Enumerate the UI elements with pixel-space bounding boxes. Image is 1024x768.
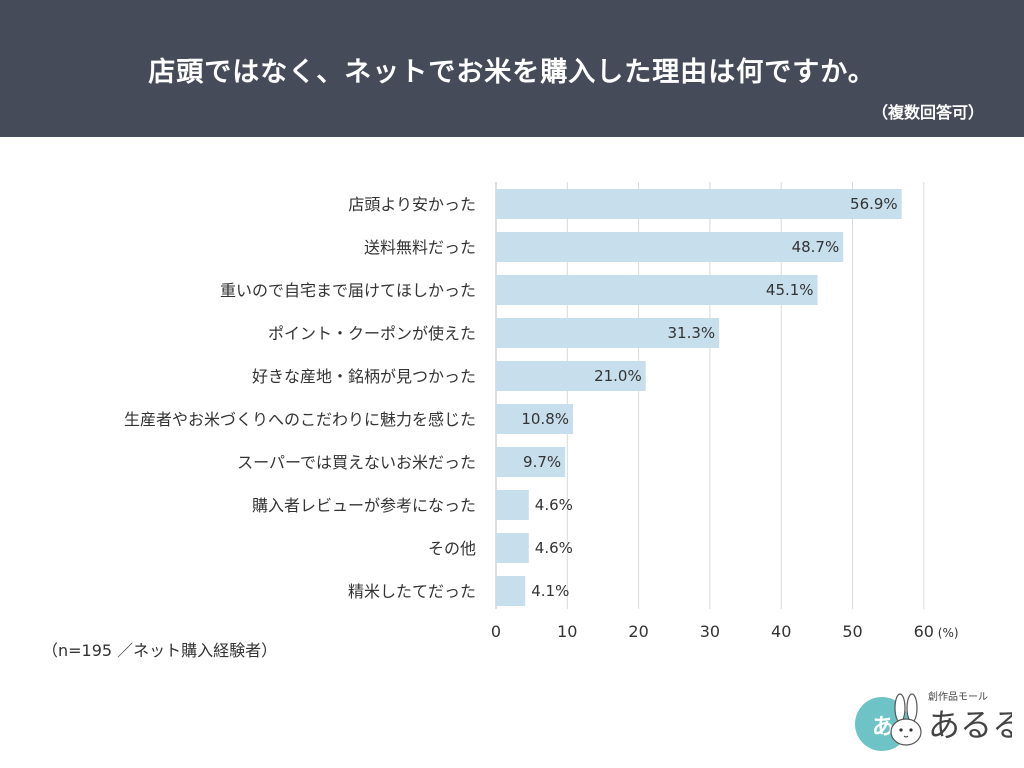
- rabbit-logo-icon: あ 創作品モール あるる: [855, 691, 1024, 751]
- value-label: 10.8%: [521, 410, 569, 428]
- x-tick-label: 20: [628, 622, 648, 641]
- value-label: 4.1%: [531, 582, 569, 600]
- bar: [496, 361, 646, 391]
- x-tick-label: 60: [914, 622, 934, 641]
- category-label: ポイント・クーポンが使えた: [268, 324, 476, 343]
- bar: [496, 404, 574, 434]
- page-title: 店頭ではなく、ネットでお米を購入した理由は何ですか。: [148, 57, 876, 88]
- category-label: 生産者やお米づくりへのこだわりに魅力を感じた: [124, 410, 476, 429]
- category-label: その他: [428, 539, 476, 558]
- x-unit-label: (%): [938, 626, 959, 640]
- value-label: 45.1%: [766, 281, 814, 299]
- bar: [496, 533, 529, 563]
- category-label: 店頭より安かった: [348, 195, 476, 214]
- category-label: 重いので自宅まで届けてほしかった: [220, 281, 476, 300]
- x-tick-label: 0: [491, 622, 501, 641]
- bar-chart: 56.9% 店頭より安かった 48.7% 送料無料だった 45.1% 重いので自宅まで届け…: [0, 137, 1024, 677]
- svg-text:あ: あ: [872, 715, 894, 740]
- category-label: 精米したてだった: [348, 582, 476, 601]
- sample-note: （n=195 ／ネット購入経験者）: [42, 641, 278, 660]
- category-label: スーパーでは買えないお米だった: [237, 453, 476, 472]
- bar: [496, 318, 720, 348]
- logo-name: あるる: [928, 706, 1012, 744]
- x-tick-label: 50: [842, 622, 862, 641]
- x-tick-label: 30: [700, 622, 720, 641]
- page-subtitle: （複数回答可）: [871, 103, 984, 122]
- bar: [496, 232, 844, 262]
- value-label: 4.6%: [535, 496, 573, 514]
- value-label: 31.3%: [668, 324, 716, 342]
- category-label: 送料無料だった: [364, 238, 476, 257]
- x-tick-label: 40: [771, 622, 791, 641]
- value-label: 48.7%: [792, 238, 840, 256]
- bar-chart-svg: 56.9% 店頭より安かった 48.7% 送料無料だった 45.1% 重いので自宅まで届け…: [124, 182, 959, 641]
- category-label: 購入者レビューが参考になった: [252, 496, 476, 515]
- header-banner: 店頭ではなく、ネットでお米を購入した理由は何ですか。 （複数回答可）: [0, 0, 1024, 137]
- bar: [496, 189, 902, 219]
- brand-logo: あ 創作品モール あるる: [852, 686, 1024, 758]
- bar: [496, 576, 526, 606]
- category-label: 好きな産地・銘柄が見つかった: [252, 367, 476, 386]
- value-label: 4.6%: [535, 539, 573, 557]
- value-label: 9.7%: [523, 453, 561, 471]
- value-label: 21.0%: [594, 367, 642, 385]
- value-label: 56.9%: [850, 195, 898, 213]
- bar: [496, 447, 566, 477]
- x-tick-label: 10: [557, 622, 577, 641]
- bar: [496, 275, 818, 305]
- bar: [496, 490, 529, 520]
- logo-tagline: 創作品モール: [928, 691, 988, 703]
